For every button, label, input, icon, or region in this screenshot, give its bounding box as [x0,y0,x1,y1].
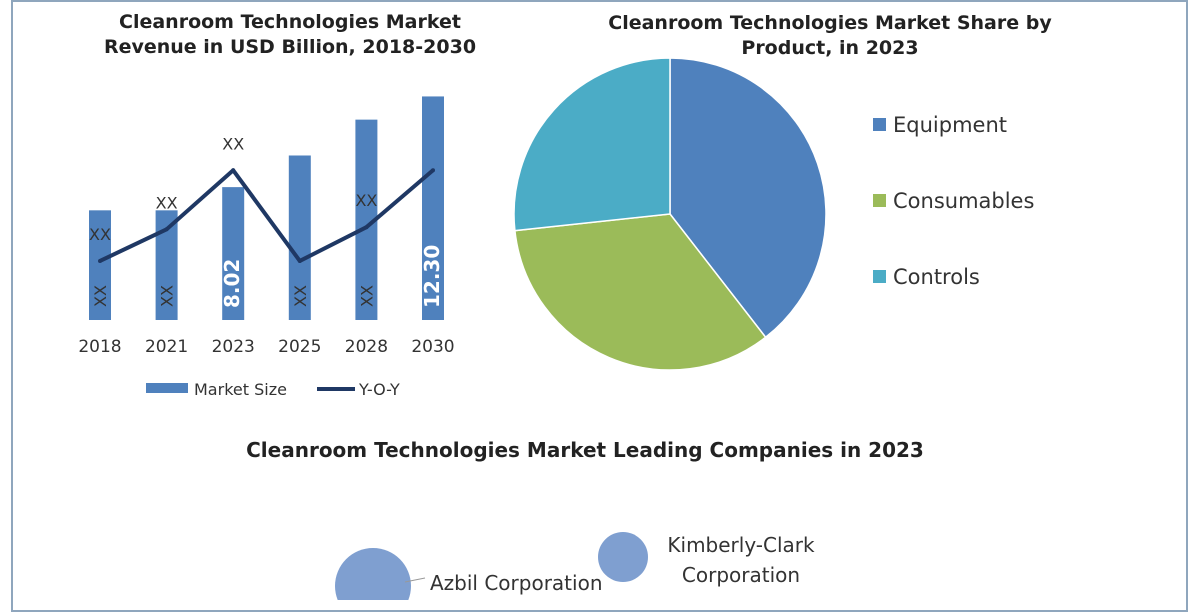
bar-data-label: XX [357,285,376,307]
company-label: Kimberly-Clark [667,533,815,557]
bar-data-label: 12.30 [420,245,444,308]
legend-swatch-equipment [873,118,886,131]
bar-2028 [355,119,378,321]
bar-2018 [89,210,111,320]
yoy-data-label: XX [222,134,244,153]
pie-slice-equipment [669,57,827,339]
legend-swatch-controls [873,270,886,283]
bar-2021 [155,210,178,320]
bar-chart-title: Cleanroom Technologies Market Revenue in… [103,11,477,58]
bar-data-label: XX [91,285,110,307]
bar-chart: XX 2018 XX 2021 8.02 2023 XX 2025 XX 2028 12.30 203… [78,96,455,399]
legend-label-market-size: Market Size [194,380,287,399]
bubble-chart: Azbil Corporation Kimberly-Clark Corporati… [335,532,815,600]
pie-slice-consumables [514,213,767,371]
yoy-point [297,258,302,263]
legend-swatch-consumables [873,194,886,207]
legend-label-consumables: Consumables [893,189,1034,213]
leader-line [404,577,426,583]
company-bubble [598,532,648,582]
pie-chart: Equipment Consumables Controls [513,57,1034,371]
company-bubble [335,548,411,600]
x-tick-label: 2025 [278,337,321,357]
bar-2030 [422,96,444,320]
bar-2025 [288,155,311,320]
bar-data-label: XX [291,285,310,307]
companies-chart-title: Cleanroom Technologies Market Leading Co… [246,438,924,462]
company-label: Corporation [682,563,800,587]
yoy-data-label: XX [89,225,111,244]
bar-data-label: 8.02 [220,259,244,308]
yoy-point [98,258,102,263]
yoy-point [164,227,169,232]
x-tick-label: 2030 [411,337,454,357]
x-tick-label: 2021 [145,337,188,357]
legend-swatch-market-size [146,383,188,393]
legend-label-yoy: Y-O-Y [358,380,400,399]
yoy-point [231,168,236,173]
yoy-data-label: XX [156,193,178,212]
legend-label-equipment: Equipment [893,113,1007,137]
pie-chart-title: Cleanroom Technologies Market Share by P… [608,12,1052,59]
bar-2023 [222,187,245,320]
yoy-point [431,168,435,173]
x-tick-label: 2018 [78,337,121,357]
x-tick-label: 2023 [212,337,255,357]
yoy-line [99,168,435,263]
legend-label-controls: Controls [893,265,980,289]
bar-data-label: XX [158,285,177,307]
pie-slice-controls [513,57,671,232]
yoy-data-label: XX [355,191,377,210]
company-label: Azbil Corporation [430,571,603,595]
yoy-point [364,225,369,230]
x-tick-label: 2028 [345,337,388,357]
